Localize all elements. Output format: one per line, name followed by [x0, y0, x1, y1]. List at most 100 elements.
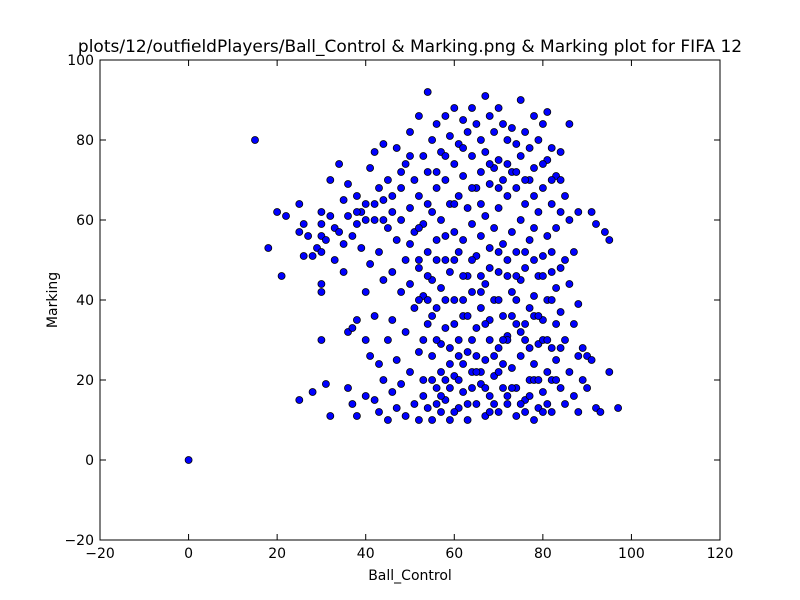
data-point: [445, 344, 454, 352]
data-point: [570, 248, 578, 256]
data-point: [410, 304, 419, 312]
data-point: [370, 396, 379, 404]
data-point: [361, 216, 370, 224]
data-point: [587, 356, 596, 364]
data-point: [459, 172, 468, 180]
data-point: [388, 192, 397, 200]
data-point: [388, 208, 397, 216]
data-point: [485, 264, 494, 272]
y-axis-label: Marking: [45, 272, 61, 328]
data-point: [428, 352, 437, 360]
data-point: [445, 384, 454, 392]
data-point: [476, 288, 485, 296]
data-point: [264, 244, 273, 252]
data-point: [494, 296, 503, 304]
data-point: [388, 316, 397, 324]
data-point: [530, 256, 538, 264]
data-point: [512, 140, 521, 148]
data-point: [428, 208, 437, 216]
data-point: [516, 400, 525, 408]
data-point: [463, 348, 472, 356]
data-point: [397, 216, 406, 224]
data-point: [601, 228, 609, 236]
data-point: [547, 144, 556, 152]
data-point: [530, 112, 538, 120]
data-point: [490, 224, 499, 232]
data-point: [530, 224, 538, 232]
data-point: [507, 288, 516, 296]
data-point: [481, 148, 490, 156]
x-tick-label: −20: [85, 546, 115, 562]
data-point: [304, 232, 313, 240]
data-point: [534, 136, 543, 144]
data-point: [366, 352, 375, 360]
data-point: [485, 160, 494, 168]
x-tick-label: 0: [184, 546, 193, 562]
data-point: [503, 256, 512, 264]
data-point: [445, 268, 454, 276]
data-point: [432, 384, 441, 392]
data-point: [357, 244, 366, 252]
data-point: [570, 320, 578, 328]
data-point: [468, 256, 476, 264]
data-point: [432, 168, 441, 176]
data-point: [507, 312, 516, 320]
data-point: [361, 200, 370, 208]
data-point: [463, 416, 472, 424]
data-point: [432, 304, 441, 312]
data-point: [423, 200, 432, 208]
data-point: [423, 168, 432, 176]
data-point: [490, 400, 499, 408]
data-point: [476, 272, 485, 280]
data-point: [561, 400, 569, 408]
data-point: [419, 376, 428, 384]
data-point: [472, 120, 481, 128]
data-point: [512, 320, 521, 328]
data-point: [375, 360, 383, 368]
data-point: [494, 408, 503, 416]
data-point: [565, 120, 574, 128]
data-point: [317, 288, 326, 296]
data-point: [552, 376, 560, 384]
data-point: [445, 132, 454, 140]
data-point: [454, 192, 463, 200]
data-point: [414, 112, 423, 120]
data-point: [476, 136, 485, 144]
data-point: [459, 388, 468, 396]
data-point: [525, 144, 534, 152]
data-point: [366, 260, 375, 268]
x-tick-label: 80: [534, 546, 552, 562]
data-point: [525, 392, 534, 400]
data-point: [410, 176, 419, 184]
data-point: [574, 208, 583, 216]
data-point: [379, 376, 388, 384]
data-point: [454, 336, 463, 344]
data-point: [503, 392, 512, 400]
data-point: [370, 148, 379, 156]
data-point: [317, 208, 326, 216]
data-point: [570, 392, 578, 400]
chart-title: plots/12/outfieldPlayers/Ball_Control & …: [78, 37, 742, 57]
y-tick-label: 100: [67, 53, 94, 69]
data-point: [521, 336, 529, 344]
data-point: [485, 392, 494, 400]
y-tick-label: 60: [76, 213, 94, 229]
data-point: [423, 272, 432, 280]
data-point: [450, 320, 459, 328]
data-point: [561, 192, 569, 200]
data-point: [441, 256, 450, 264]
data-point: [512, 296, 521, 304]
data-point: [401, 256, 410, 264]
data-point: [445, 360, 454, 368]
data-point: [512, 248, 521, 256]
data-point: [499, 360, 507, 368]
data-point: [578, 376, 587, 384]
data-point: [432, 256, 441, 264]
data-point: [375, 408, 383, 416]
data-point: [583, 384, 591, 392]
data-point: [339, 240, 348, 248]
data-point: [516, 152, 525, 160]
data-point: [556, 208, 565, 216]
data-point: [317, 248, 326, 256]
data-point: [499, 120, 507, 128]
